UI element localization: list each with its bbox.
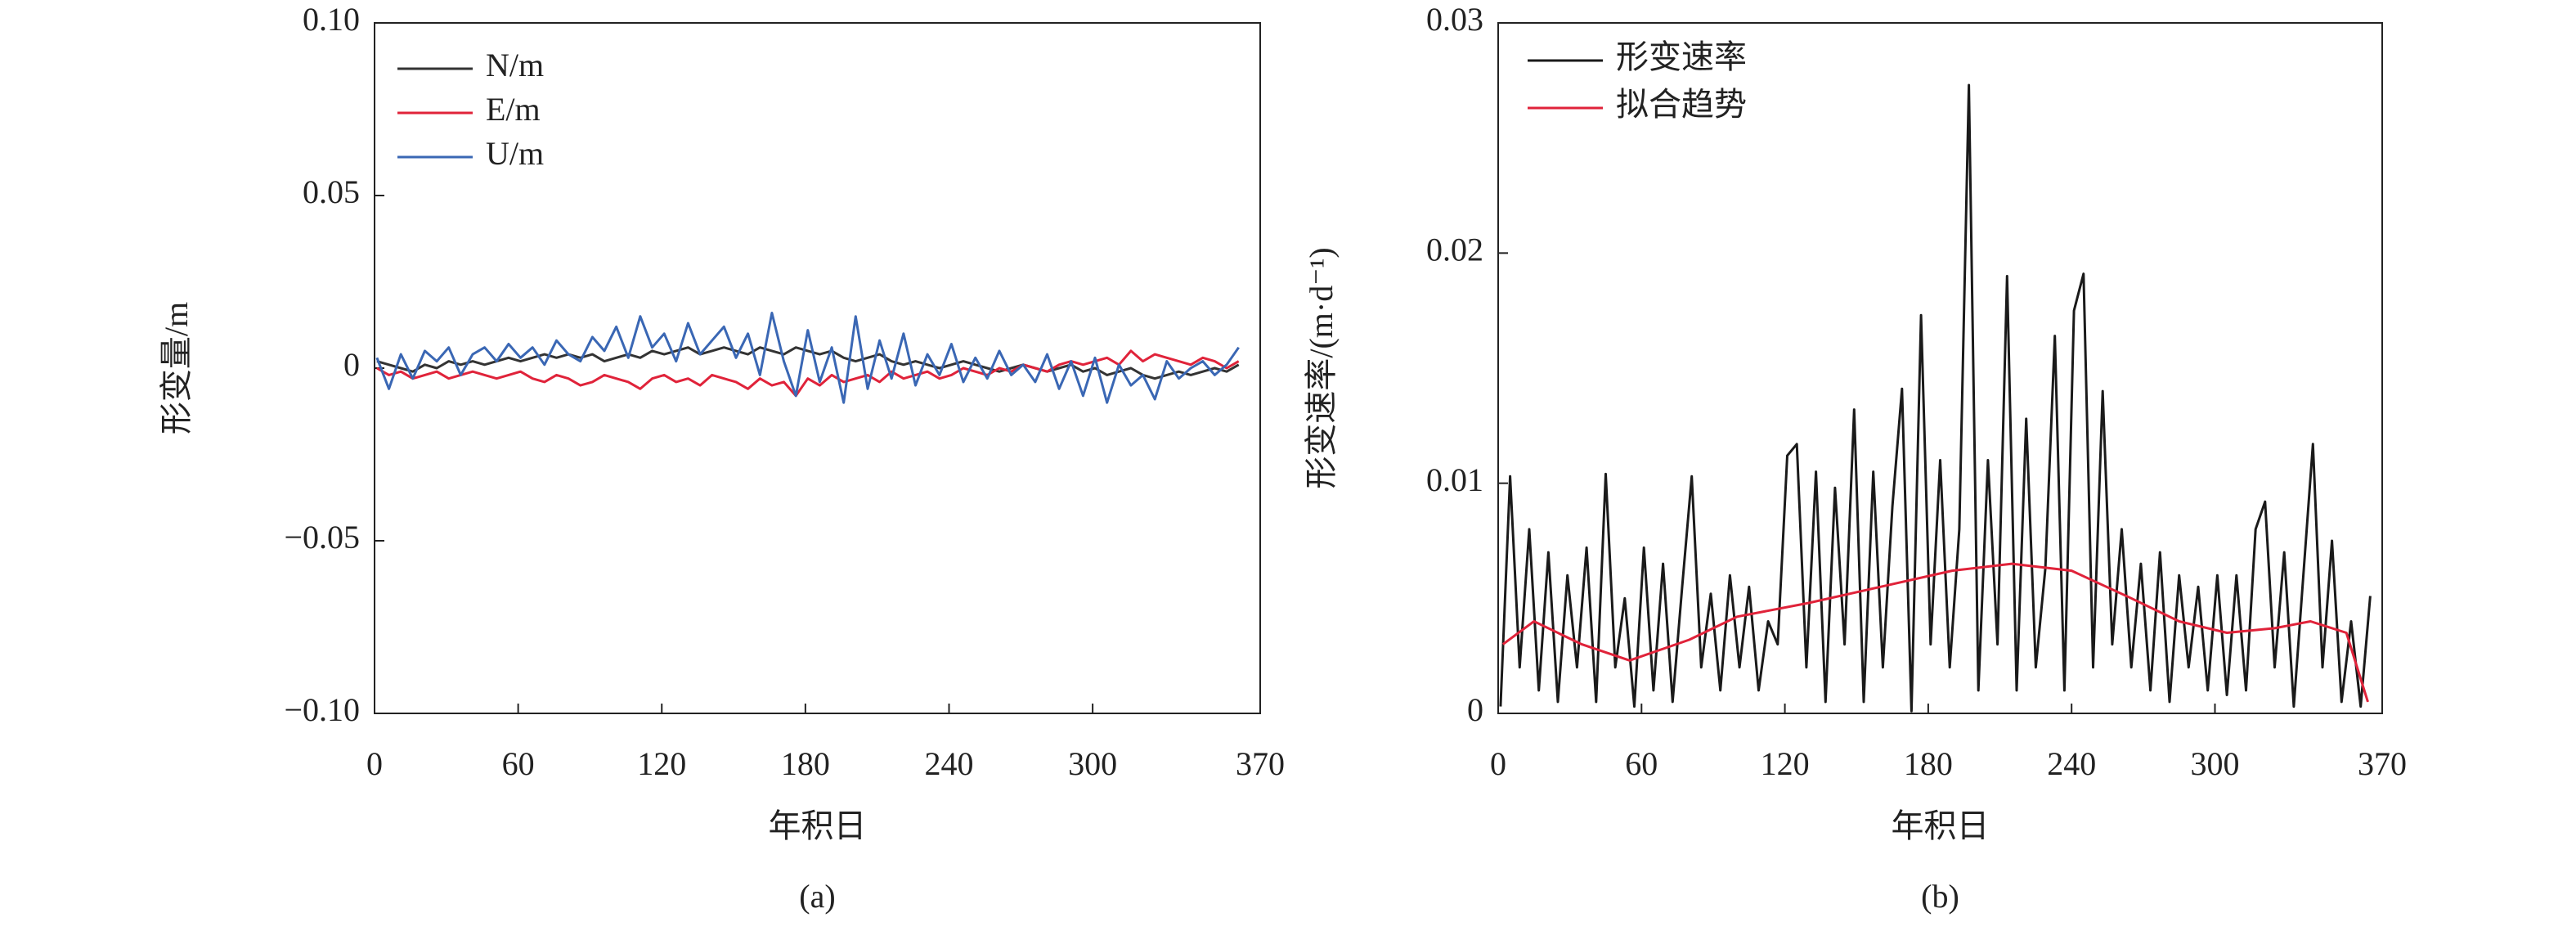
y-axis-label: 形变速率/(m·d⁻¹): [1303, 247, 1340, 488]
x-tick-label: 240: [924, 745, 973, 782]
x-tick-label: 120: [1761, 745, 1810, 782]
x-tick-label: 0: [366, 745, 383, 782]
y-tick-label: 0.02: [1426, 232, 1483, 268]
legend-label: 拟合趋势: [1616, 86, 1747, 123]
legend-label: 形变速率: [1616, 38, 1747, 75]
series-line: [1501, 562, 2369, 703]
plot-frame: [374, 22, 1261, 714]
x-tick-label: 300: [2190, 745, 2239, 782]
x-tick-label: 370: [1236, 745, 1285, 782]
x-axis-label: 年积日: [1892, 807, 1990, 844]
x-axis-label: 年积日: [769, 807, 867, 844]
y-tick-label: 0.01: [1426, 461, 1483, 498]
x-tick-label: 60: [1625, 745, 1658, 782]
y-tick-label: 0.05: [303, 173, 360, 210]
series-line: [375, 312, 1240, 404]
legend-label: E/m: [486, 91, 541, 128]
legend-label: N/m: [486, 47, 544, 83]
x-tick-label: 60: [502, 745, 535, 782]
series-line: [376, 346, 1240, 380]
x-tick-label: 240: [2047, 745, 2096, 782]
plot-frame: [1497, 22, 2383, 714]
y-tick-label: 0: [343, 346, 360, 383]
x-tick-label: 300: [1068, 745, 1117, 782]
series-line: [1499, 83, 2372, 713]
x-tick-label: 0: [1490, 745, 1506, 782]
x-tick-label: 370: [2358, 745, 2407, 782]
y-tick-label: −0.10: [284, 691, 360, 728]
x-tick-label: 180: [781, 745, 830, 782]
caption: (a): [799, 878, 835, 915]
caption: (b): [1921, 878, 1959, 915]
y-axis-label: 形变量/m: [158, 302, 195, 434]
y-tick-label: −0.05: [284, 519, 360, 555]
legend-label: U/m: [486, 135, 544, 172]
y-tick-label: 0.10: [303, 1, 360, 38]
x-tick-label: 180: [1904, 745, 1953, 782]
y-tick-label: 0: [1467, 691, 1483, 728]
y-tick-label: 0.03: [1426, 1, 1483, 38]
x-tick-label: 120: [637, 745, 686, 782]
